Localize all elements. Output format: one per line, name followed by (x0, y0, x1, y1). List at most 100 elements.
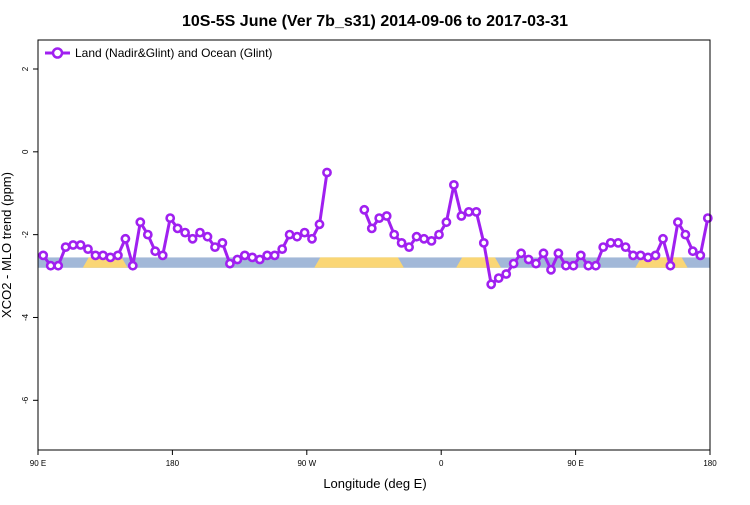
data-point (202, 231, 213, 242)
data-point (150, 246, 161, 257)
data-point (613, 237, 624, 248)
data-point (113, 250, 123, 261)
data-point (98, 250, 108, 261)
data-point (284, 229, 295, 240)
data-point (590, 260, 601, 271)
data-point (90, 250, 101, 261)
data-point (239, 250, 250, 261)
data-point (366, 223, 377, 234)
data-point (598, 242, 609, 252)
data-point (546, 264, 556, 275)
y-tick-label: -2 (21, 231, 30, 239)
x-tick-label: 0 (439, 459, 444, 468)
series-points (38, 167, 713, 290)
data-point (531, 258, 541, 269)
data-point (493, 273, 504, 283)
data-point (75, 240, 86, 250)
data-point (180, 227, 190, 238)
data-point (195, 227, 205, 238)
data-point (673, 217, 683, 228)
data-point (419, 233, 429, 244)
data-point (389, 229, 400, 240)
data-point (224, 258, 235, 269)
surface-band (38, 257, 710, 268)
data-point (605, 237, 616, 248)
data-point (456, 211, 467, 221)
x-tick-label: 180 (166, 459, 180, 468)
data-point (210, 242, 220, 252)
x-tick-label: 90 E (30, 459, 46, 468)
data-point (165, 213, 176, 223)
x-axis-label: Longitude (deg E) (323, 476, 426, 491)
data-point (434, 229, 444, 240)
data-point (68, 240, 78, 250)
legend-marker (51, 47, 64, 59)
y-tick-label: -4 (21, 313, 30, 321)
data-point (501, 269, 512, 279)
legend: Land (Nadir&Glint) and Ocean (Glint) (45, 46, 272, 60)
data-point (105, 252, 116, 263)
data-point (217, 237, 228, 248)
data-point (575, 250, 586, 261)
data-point (269, 250, 280, 261)
data-point (262, 250, 273, 261)
legend-entry-label: Land (Nadir&Glint) and Ocean (Glint) (75, 46, 272, 60)
data-point (658, 233, 668, 244)
data-point (254, 254, 265, 265)
data-point (486, 279, 497, 290)
data-point (478, 237, 489, 248)
data-point (508, 258, 519, 269)
data-point (426, 235, 437, 246)
data-point (635, 250, 646, 261)
data-point (374, 213, 385, 223)
data-point (127, 260, 138, 271)
data-point (135, 217, 146, 228)
y-axis-label: XCO2 - MLO trend (ppm) (0, 172, 14, 318)
x-tick-label: 180 (703, 459, 717, 468)
data-point (157, 250, 168, 261)
data-point (187, 233, 198, 244)
data-point (583, 260, 594, 271)
data-point (628, 250, 638, 261)
data-point (680, 229, 691, 240)
data-point (277, 244, 288, 254)
data-point (142, 229, 153, 240)
data-point (299, 227, 310, 238)
data-point (538, 248, 549, 259)
data-point (247, 252, 258, 263)
data-point (695, 250, 706, 261)
plot-frame (37, 39, 711, 451)
chart-title: 10S-5S June (Ver 7b_s31) 2014-09-06 to 2… (182, 13, 568, 30)
data-point (120, 233, 131, 244)
data-point (172, 223, 183, 234)
x-tick-label: 90 E (567, 459, 583, 468)
data-point (665, 260, 676, 271)
axes: 2 0 -2 -4 -6 90 E 180 90 W 0 90 E 180 (21, 39, 717, 468)
data-point (45, 260, 56, 271)
data-point (687, 246, 698, 257)
data-point (448, 179, 459, 190)
data-point (232, 254, 243, 265)
data-point (396, 237, 407, 248)
data-point (307, 233, 317, 244)
data-point (314, 219, 325, 230)
data-point (38, 250, 49, 261)
data-point (620, 242, 631, 252)
data-point (553, 248, 564, 259)
y-tick-label: -6 (21, 396, 30, 404)
data-point (650, 250, 661, 261)
x-tick-label: 90 W (297, 459, 316, 468)
data-point (441, 217, 452, 228)
data-point (322, 167, 332, 178)
data-point (568, 260, 579, 271)
data-point (60, 242, 71, 252)
data-point (83, 244, 93, 254)
land-segment (456, 257, 501, 268)
data-point (561, 260, 571, 271)
data-point (471, 206, 482, 217)
land-segment (314, 257, 404, 268)
y-tick-label: 0 (21, 149, 30, 154)
data-point (292, 231, 302, 242)
